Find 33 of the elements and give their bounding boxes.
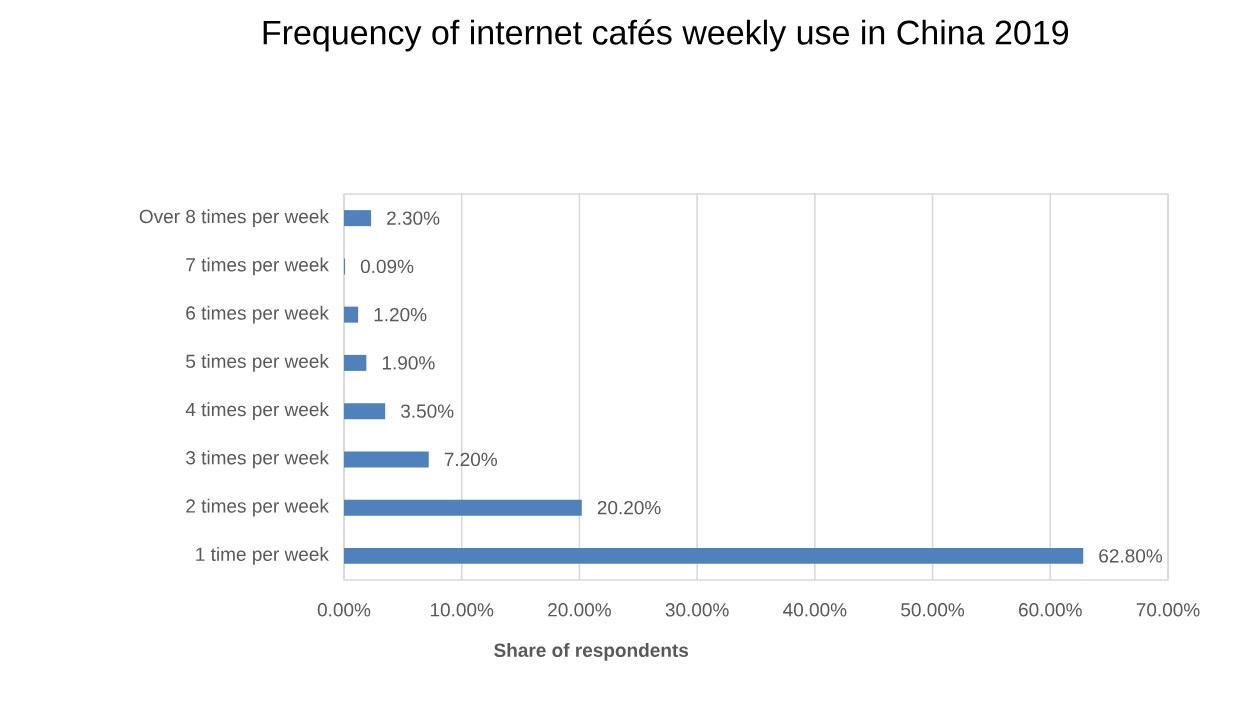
data-label: 1.20% [374, 307, 427, 322]
data-label: 20.20% [597, 500, 661, 515]
x-tick-label: 0.00% [317, 603, 371, 617]
y-tick-label: 2 times per week [186, 498, 329, 517]
bar [344, 210, 372, 227]
x-tick-label: 70.00% [1136, 603, 1200, 617]
bar [344, 451, 429, 468]
x-tick-label: 20.00% [548, 603, 611, 617]
x-axis-title: Share of respondents [494, 643, 689, 661]
data-label: 7.20% [444, 452, 498, 467]
x-tick-label: 10.00% [430, 603, 494, 617]
y-tick-label: 4 times per week [185, 402, 329, 420]
bar [344, 547, 1084, 564]
data-label: 2.30% [387, 211, 440, 225]
data-label: 3.50% [400, 404, 454, 418]
bar [344, 354, 367, 371]
y-tick-label: 5 times per week [186, 354, 329, 372]
x-tick-label: 50.00% [901, 603, 965, 617]
x-tick-label: 40.00% [783, 603, 847, 617]
y-tick-label: 6 times per week [186, 305, 329, 324]
bar [344, 306, 359, 323]
bar [344, 403, 386, 420]
y-tick-label: 7 times per week [186, 257, 329, 276]
y-tick-label: 1 time per week [196, 547, 329, 565]
data-label: 1.90% [382, 356, 435, 370]
x-tick-label: 30.00% [665, 603, 729, 617]
chart-title: Frequency of internet cafés weekly use in China 2019 [263, 19, 1069, 52]
y-tick-label: 3 times per week [186, 450, 329, 469]
y-tick-label: Over 8 times per week [139, 209, 329, 227]
data-label: 0.09% [360, 259, 414, 274]
x-tick-label: 60.00% [1019, 603, 1082, 617]
data-label: 62.80% [1099, 549, 1163, 563]
bar [344, 499, 582, 516]
